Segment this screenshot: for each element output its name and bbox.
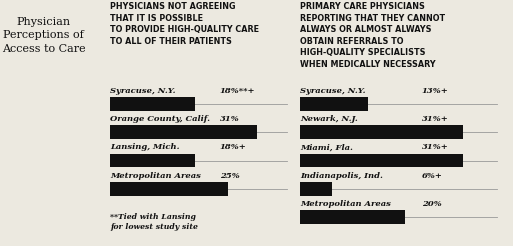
Bar bbox=[300, 182, 331, 196]
Bar bbox=[110, 154, 195, 167]
Text: 13%+: 13%+ bbox=[422, 87, 448, 95]
Bar bbox=[300, 97, 368, 111]
Text: Newark, N.J.: Newark, N.J. bbox=[300, 115, 358, 123]
Text: **Tied with Lansing
for lowest study site: **Tied with Lansing for lowest study sit… bbox=[110, 213, 198, 231]
Text: 18%**+: 18%**+ bbox=[220, 87, 255, 95]
Bar bbox=[300, 125, 463, 139]
Bar bbox=[300, 210, 405, 224]
Text: Orange County, Calif.: Orange County, Calif. bbox=[110, 115, 210, 123]
Text: 31%: 31% bbox=[220, 115, 239, 123]
Text: 20%: 20% bbox=[422, 200, 441, 208]
Text: Syracuse, N.Y.: Syracuse, N.Y. bbox=[110, 87, 176, 95]
Bar bbox=[110, 182, 228, 196]
Bar bbox=[300, 154, 463, 167]
Text: Physician
Perceptions of
Access to Care: Physician Perceptions of Access to Care bbox=[2, 17, 86, 54]
Text: PRIMARY CARE PHYSICIANS
REPORTING THAT THEY CANNOT
ALWAYS OR ALMOST ALWAYS
OBTAI: PRIMARY CARE PHYSICIANS REPORTING THAT T… bbox=[300, 2, 445, 69]
Bar bbox=[110, 125, 256, 139]
Text: Syracuse, N.Y.: Syracuse, N.Y. bbox=[300, 87, 366, 95]
Text: 18%+: 18%+ bbox=[220, 143, 246, 151]
Text: Miami, Fla.: Miami, Fla. bbox=[300, 143, 353, 151]
Text: 25%: 25% bbox=[220, 171, 239, 180]
Text: Lansing, Mich.: Lansing, Mich. bbox=[110, 143, 180, 151]
Text: Metropolitan Areas: Metropolitan Areas bbox=[300, 200, 391, 208]
Text: Indianapolis, Ind.: Indianapolis, Ind. bbox=[300, 171, 383, 180]
Bar bbox=[110, 97, 195, 111]
Text: Metropolitan Areas: Metropolitan Areas bbox=[110, 171, 201, 180]
Text: PHYSICIANS NOT AGREEING
THAT IT IS POSSIBLE
TO PROVIDE HIGH-QUALITY CARE
TO ALL : PHYSICIANS NOT AGREEING THAT IT IS POSSI… bbox=[110, 2, 259, 46]
Text: 6%+: 6%+ bbox=[422, 171, 443, 180]
Text: 31%+: 31%+ bbox=[422, 143, 448, 151]
Text: 31%+: 31%+ bbox=[422, 115, 448, 123]
